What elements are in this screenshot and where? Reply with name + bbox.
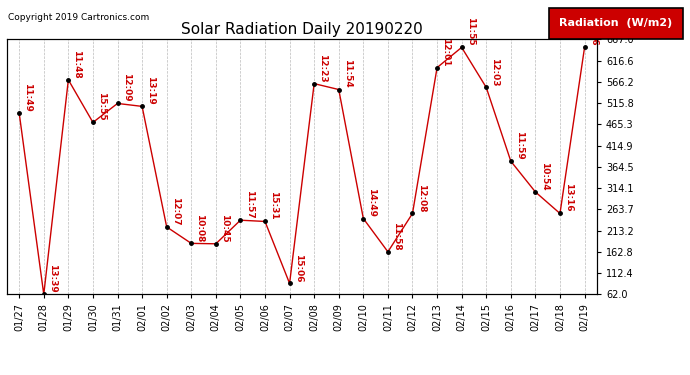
Text: 10:08: 10:08 <box>195 214 204 242</box>
Text: 10:45: 10:45 <box>220 214 229 242</box>
Text: 14:49: 14:49 <box>368 188 377 217</box>
Text: Copyright 2019 Cartronics.com: Copyright 2019 Cartronics.com <box>8 13 150 22</box>
Text: 12:07: 12:07 <box>171 197 180 225</box>
Text: Radiation  (W/m2): Radiation (W/m2) <box>559 18 673 28</box>
Text: 12:01: 12:01 <box>441 38 451 66</box>
Text: 12:08: 12:08 <box>417 183 426 212</box>
Text: 11:49: 11:49 <box>23 83 32 112</box>
Text: 11:58: 11:58 <box>392 222 401 251</box>
Text: 11:48: 11:48 <box>72 50 81 78</box>
Text: 11:54: 11:54 <box>343 59 352 88</box>
Text: 15:06: 15:06 <box>294 254 303 282</box>
Text: 12:23: 12:23 <box>318 54 327 82</box>
Text: 12:03: 12:03 <box>491 57 500 86</box>
Text: 11:55: 11:55 <box>466 17 475 46</box>
Text: 12:16: 12:16 <box>589 17 598 46</box>
Text: 11:57: 11:57 <box>244 190 254 219</box>
Text: 10:54: 10:54 <box>540 162 549 190</box>
Text: 13:19: 13:19 <box>146 76 155 105</box>
Text: 12:09: 12:09 <box>121 74 130 102</box>
Title: Solar Radiation Daily 20190220: Solar Radiation Daily 20190220 <box>181 22 423 37</box>
Text: 15:31: 15:31 <box>269 192 278 220</box>
Text: 11:59: 11:59 <box>515 131 524 160</box>
Text: 15:55: 15:55 <box>97 92 106 121</box>
Text: 13:39: 13:39 <box>48 264 57 293</box>
Text: 13:16: 13:16 <box>564 183 573 212</box>
